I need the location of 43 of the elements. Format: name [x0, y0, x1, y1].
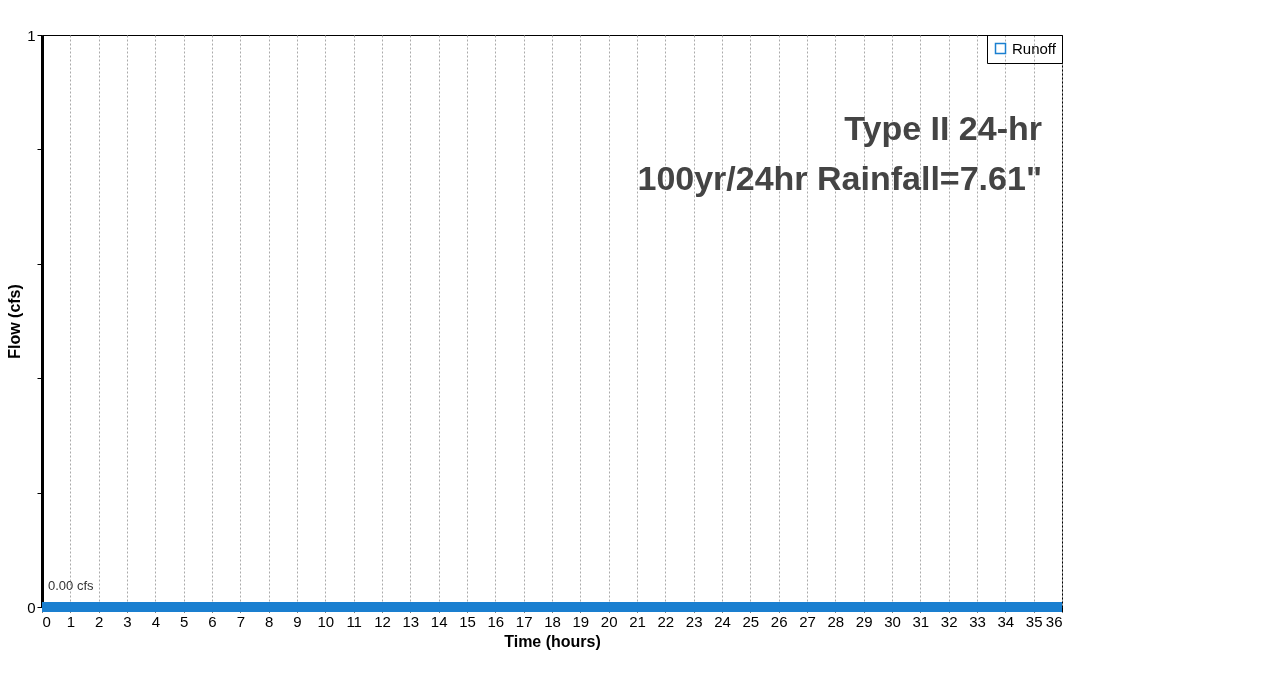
x-tick-label: 28: [827, 612, 845, 630]
x-tick-label: 34: [997, 612, 1015, 630]
x-tick-label: 33: [969, 612, 986, 630]
x-tick-label: 22: [657, 612, 675, 630]
x-tick-label: 31: [912, 612, 930, 630]
x-tick-label: 1: [66, 612, 76, 630]
x-tick-label: 0: [42, 612, 51, 630]
y-axis-title: Flow (cfs): [6, 284, 24, 359]
x-tick-label: 18: [544, 612, 561, 630]
x-tick-label: 27: [799, 612, 816, 630]
x-tick-label: 35: [1025, 612, 1043, 630]
x-axis-title: Time (hours): [504, 632, 601, 650]
x-tick-label: 5: [179, 612, 189, 630]
x-tick-label: 10: [317, 612, 335, 630]
x-tick-label: 36: [1045, 612, 1063, 630]
x-tick-label: 13: [402, 612, 420, 630]
x-tick-label: 8: [264, 612, 274, 630]
x-tick-label: 23: [685, 612, 703, 630]
x-tick-label: 30: [884, 612, 901, 630]
x-tick-label: 9: [293, 612, 302, 630]
annotation: 0.00 cfs: [48, 578, 95, 593]
x-tick-label: 29: [855, 612, 873, 630]
x-tick-label: 3: [123, 612, 132, 630]
x-tick-label: 2: [94, 612, 104, 630]
x-tick-label: 17: [515, 612, 533, 630]
x-tick-label: 26: [770, 612, 788, 630]
x-tick-label: 14: [430, 612, 448, 630]
x-tick-label: 32: [940, 612, 958, 630]
x-tick-label: 12: [374, 612, 391, 630]
x-tick-label: 6: [208, 612, 217, 630]
x-tick-label: 21: [629, 612, 646, 630]
x-tick-label: 25: [742, 612, 760, 630]
x-tick-label: 4: [151, 612, 161, 630]
x-tick-label: 11: [346, 612, 362, 630]
legend-label: Runoff: [1012, 39, 1057, 57]
text: 100yr/24hr Rainfall=7.61": [637, 159, 1042, 197]
x-tick-label: 20: [600, 612, 618, 630]
x-tick-label: 19: [572, 612, 590, 630]
x-tick-label: 16: [487, 612, 505, 630]
text: Type II 24-hr: [844, 109, 1042, 147]
x-tick-label: 7: [236, 612, 246, 630]
x-tick-label: 15: [459, 612, 476, 630]
x-tick-label: 24: [714, 612, 731, 630]
